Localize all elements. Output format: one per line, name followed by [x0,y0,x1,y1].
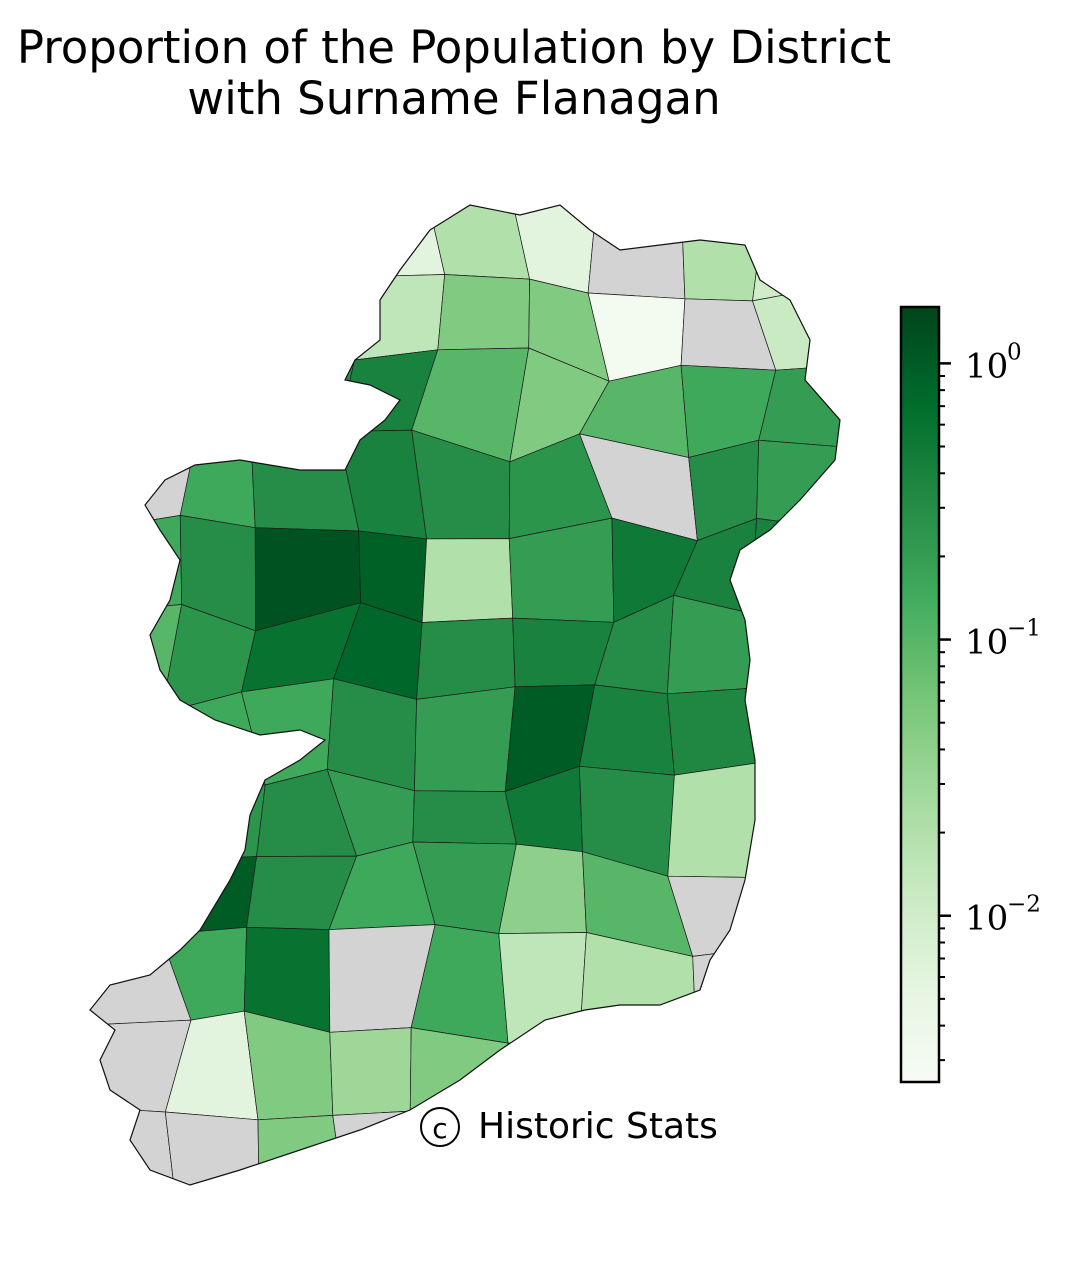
district-region [90,364,193,462]
ireland-map [89,204,841,1186]
district-region [578,684,675,776]
copyright-credit: c Historic Stats [420,1106,718,1147]
district-region [749,612,840,696]
district-region [240,275,356,361]
district-region [680,205,766,302]
colorbar-tick-exponent: −2 [1007,892,1041,918]
district-region [171,205,260,283]
district-region [179,444,256,529]
district-region [179,778,266,861]
district-region [164,1111,260,1185]
district-region [337,274,446,361]
colorbar-tick-exponent: −1 [1007,616,1041,642]
colorbar-tick-exponent: 0 [1007,339,1022,365]
district-region [90,934,192,1026]
chart-title-line-2: with Surname Flanagan [187,72,720,125]
district-region [337,205,446,278]
district-region [412,790,517,845]
district-region [427,205,531,280]
district-region [90,777,181,861]
district-region [759,686,840,778]
district-region [248,205,344,278]
district-region [416,617,516,700]
district-region [90,694,181,779]
district-region [437,274,530,351]
district-region [765,1107,840,1185]
colorbar-tick-label: 10 [965,899,1008,939]
district-region [240,359,356,446]
district-region [90,604,183,714]
district-region [692,945,779,1036]
district-region [90,514,183,613]
district-region [769,942,840,1036]
district-region [171,275,250,381]
district-region [257,1115,344,1185]
credit-text: Historic Stats [478,1106,718,1147]
copyright-symbol-letter: c [432,1112,447,1145]
district-region [667,762,779,879]
district-region [90,205,175,283]
district-region [777,859,840,947]
district-region [759,762,840,879]
district-region [769,1024,840,1119]
district-region [90,281,181,381]
district-region [90,1107,175,1185]
district-region [332,1110,429,1185]
district-region [160,856,258,935]
district-region [421,538,514,623]
district-region [498,932,587,1044]
copyright-icon [420,1107,460,1147]
district-region [90,859,181,943]
colorbar-tick-label: 10 [965,346,1008,386]
district-region [329,1027,412,1116]
district-layer [90,205,840,1185]
chart-title-line-1: Proportion of the Population by District [17,21,891,74]
district-region [250,431,360,532]
district-region [752,205,840,302]
colorbar-tick-label: 10 [965,623,1008,663]
district-region [666,686,779,776]
district-region [414,686,516,792]
district-region [666,594,779,695]
district-region [587,205,686,300]
district-region [579,1024,697,1118]
district-region [179,358,252,462]
district-region [675,1024,781,1119]
colorbar-gradient [899,305,941,1084]
